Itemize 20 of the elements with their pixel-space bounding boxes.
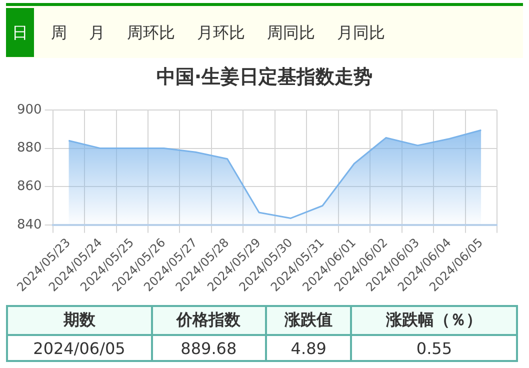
- y-tick-label: 900: [16, 102, 42, 118]
- text: 4.89: [266, 335, 352, 361]
- text: 889.68: [152, 335, 266, 361]
- text: 日: [6, 8, 34, 56]
- text: 月同比: [336, 22, 386, 44]
- text: 0.55: [351, 335, 517, 361]
- y-tick-label: 840: [16, 217, 42, 232]
- text: 周: [50, 22, 68, 44]
- chart-title: 中国·生姜日定基指数走势: [155, 65, 374, 90]
- text: 2024/06/05: [7, 335, 152, 361]
- y-tick-label: 860: [16, 178, 42, 194]
- text: 周同比: [266, 22, 316, 44]
- text: 月环比: [196, 22, 246, 44]
- text: 期数: [7, 306, 152, 335]
- text: 涨跌值: [266, 306, 352, 335]
- text: 周环比: [126, 22, 176, 44]
- text: 月: [88, 22, 106, 44]
- y-tick-label: 880: [16, 140, 42, 156]
- text: 价格指数: [152, 306, 266, 335]
- text: 涨跌幅（％）: [351, 306, 517, 335]
